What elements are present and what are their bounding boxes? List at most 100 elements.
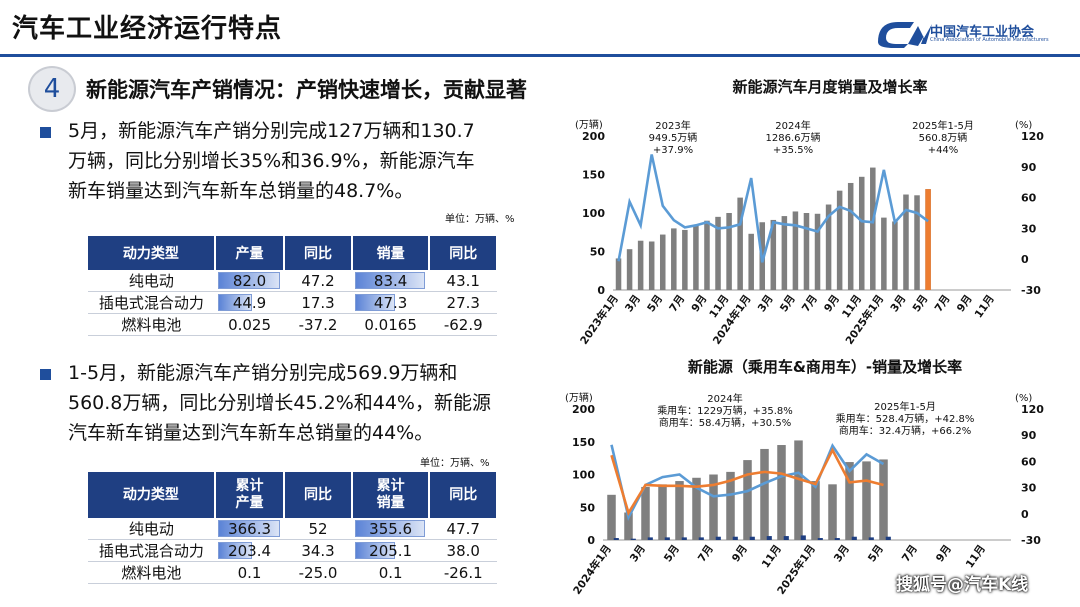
cell-value: 燃料电池 <box>121 316 182 334</box>
right-tick-label: 30 <box>1021 482 1037 495</box>
left-axis-unit: (万辆) <box>565 391 593 404</box>
col-header: 产量 <box>214 236 286 270</box>
section-heading: 新能源汽车产销情况：产销快速增长，贡献显著 <box>86 78 527 102</box>
cv-sales-bar <box>715 536 721 540</box>
left-tick-label: 50 <box>580 501 596 514</box>
sales-bar <box>726 213 732 290</box>
cell-value: 43.1 <box>446 271 480 290</box>
table-header-row: 动力类型 累计 产量 同比 累计 销量 同比 <box>88 472 498 518</box>
cell-value: 47.2 <box>301 271 335 290</box>
cv-sales-bar <box>851 536 857 540</box>
table-cell: 0.1 <box>214 561 285 584</box>
table-cell: -37.2 <box>284 313 352 336</box>
sales-bar <box>760 448 769 540</box>
sales-bar <box>770 219 777 290</box>
powertrain-type-cell: 插电式混合动力 <box>88 539 215 562</box>
table-cell: 203.4 <box>214 539 285 562</box>
col-header: 累计 产量 <box>214 472 286 518</box>
table-cell: 43.1 <box>429 270 497 292</box>
data-bar <box>354 520 425 537</box>
x-tick-label: 5月 <box>645 293 665 314</box>
x-tick-label: 2024年1月 <box>570 542 614 597</box>
sales-bar <box>624 512 633 540</box>
col-header: 动力类型 <box>88 472 216 518</box>
annotation-text: +37.9% <box>653 145 693 156</box>
section-number-badge: 4 <box>28 66 76 112</box>
cv-sales-bar <box>834 538 840 540</box>
cell-value: 44.9 <box>232 293 267 312</box>
x-tick-label: 7月 <box>933 293 953 314</box>
sales-bar <box>737 197 743 290</box>
header-bar <box>0 0 1080 60</box>
data-bar <box>217 272 281 289</box>
x-tick-label: 3月 <box>623 293 643 314</box>
cv-sales-bar <box>664 537 670 540</box>
cv-sales-bar <box>613 538 619 540</box>
x-tick-label: 5月 <box>866 543 886 564</box>
cell-value: 0.1 <box>237 563 262 582</box>
x-tick-label: 11月 <box>760 543 784 570</box>
ytd-powertrain-table: 动力类型 累计 产量 同比 累计 销量 同比 纯电动 366.3 52 355.6 47.7 插电式混… <box>88 472 498 584</box>
powertrain-type-cell: 纯电动 <box>88 518 215 540</box>
cell-value: 27.3 <box>446 293 480 312</box>
annotation-text: 949.5万辆 <box>649 131 698 144</box>
sales-bar <box>845 462 854 540</box>
table-cell: 83.4 <box>351 270 430 292</box>
sales-bar <box>743 460 752 540</box>
cv-sales-bar <box>630 538 636 540</box>
col-header-line: 同比 <box>449 486 478 503</box>
sales-bar <box>659 234 666 290</box>
left-tick-label: 150 <box>572 436 595 449</box>
col-header-line: 累计 <box>376 478 405 494</box>
sales-bar <box>914 195 920 290</box>
cell-value: 0.1 <box>378 563 403 582</box>
right-axis-unit: (%) <box>1015 120 1032 131</box>
table-cell: 47.3 <box>351 291 430 314</box>
cv-sales-bar <box>766 536 772 540</box>
table-cell: 52 <box>284 518 352 540</box>
col-header: 同比 <box>284 472 353 518</box>
paragraph-line: 汽车新车销量达到汽车新车总销量的44%。 <box>68 422 434 444</box>
col-header-line: 累计 <box>235 478 264 494</box>
x-tick-label: 7月 <box>667 293 687 314</box>
left-tick-label: 50 <box>590 246 606 259</box>
caam-logo <box>878 22 932 48</box>
col-header: 销量 <box>351 236 431 270</box>
sales-bar <box>607 494 616 540</box>
right-tick-label: 120 <box>1021 130 1044 143</box>
paragraph-line: 5月，新能源汽车产销分别完成127万辆和130.7 <box>68 120 475 142</box>
table-cell: 34.3 <box>284 539 352 562</box>
sales-bar <box>814 213 821 290</box>
left-tick-label: 100 <box>572 469 595 482</box>
cell-value: 52 <box>308 519 328 538</box>
table-row: 纯电动 366.3 52 355.6 47.7 <box>88 518 497 540</box>
cell-value: 插电式混合动力 <box>98 542 204 560</box>
sales-bar <box>637 240 644 290</box>
x-tick-label: 11月 <box>964 543 988 570</box>
left-tick-label: 150 <box>582 169 605 182</box>
cv-sales-bar <box>800 535 806 540</box>
paragraph-line: 万辆，同比分别增长35%和36.9%，新能源汽车 <box>68 150 475 172</box>
col-header-line: 产量 <box>235 495 264 511</box>
annotation-text: 1286.6万辆 <box>766 131 821 144</box>
table-cell: 38.0 <box>429 539 497 562</box>
col-header: 同比 <box>429 236 498 270</box>
left-tick-label: 100 <box>582 207 605 220</box>
cell-value: 47.7 <box>446 519 480 538</box>
powertrain-type-cell: 燃料电池 <box>88 561 215 584</box>
cv-sales-bar <box>783 536 789 540</box>
sales-bar <box>903 194 909 290</box>
cv-sales-bar <box>698 537 704 540</box>
cell-value: 燃料电池 <box>121 564 182 582</box>
x-tick-label: 7月 <box>900 543 920 564</box>
powertrain-type-cell: 燃料电池 <box>88 313 215 336</box>
powertrain-type-cell: 纯电动 <box>88 270 215 292</box>
annotation-text: +35.5% <box>773 145 813 156</box>
growth-rate-line <box>610 442 885 521</box>
right-tick-label: 90 <box>1021 429 1037 442</box>
table1-unit: 单位：万辆、% <box>445 214 515 225</box>
x-tick-label: 7月 <box>800 293 820 314</box>
table-cell: 0.1 <box>351 561 430 584</box>
cv-sales-bar <box>868 537 874 540</box>
annotation-text: 2024年 <box>775 119 810 132</box>
